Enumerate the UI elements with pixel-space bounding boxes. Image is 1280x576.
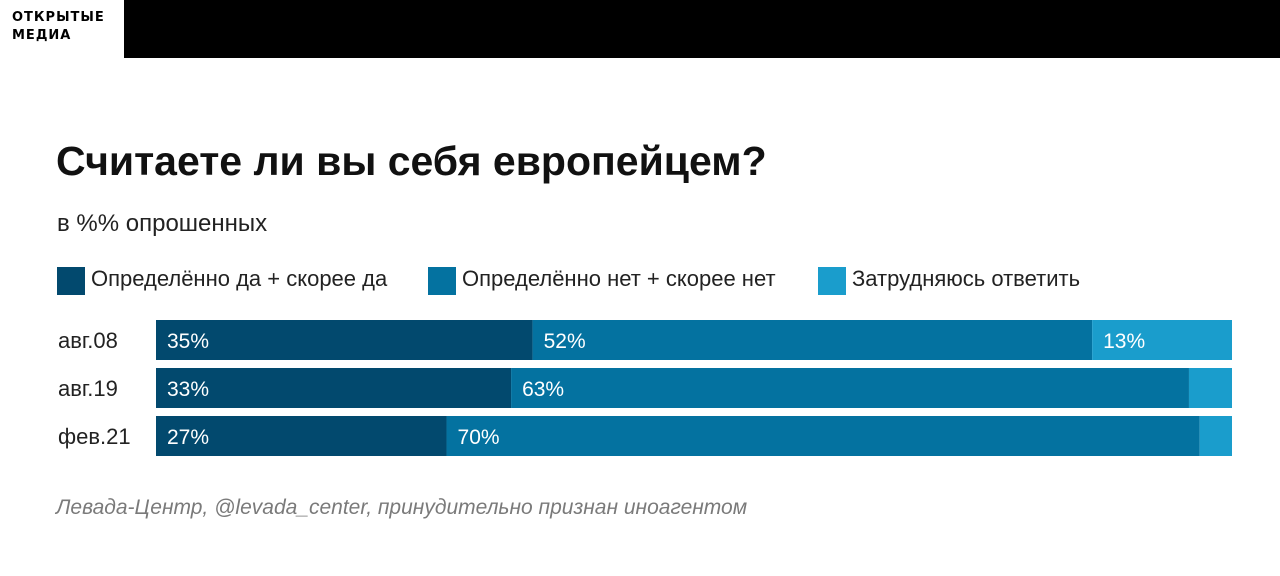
chart-legend: Определённо да + скорее да Определённо н… — [57, 265, 1257, 295]
chart-source: Левада-Центр, @levada_center, принудител… — [56, 496, 748, 519]
bar-segment — [1092, 320, 1232, 360]
data-label: 52% — [544, 330, 586, 353]
header-band — [124, 0, 1280, 58]
data-label: 35% — [167, 330, 209, 353]
legend-label-yes: Определённо да + скорее да — [91, 266, 388, 291]
bar-segment — [446, 416, 1200, 456]
legend-swatch-yes — [57, 267, 85, 295]
header-bar: ОТКРЫТЫЕ МЕДИА — [0, 0, 1280, 58]
logo[interactable]: ОТКРЫТЫЕ МЕДИА — [0, 0, 124, 58]
bar-segment — [532, 320, 1093, 360]
data-label: 63% — [522, 378, 564, 401]
chart-subtitle: в %% опрошенных — [57, 210, 268, 237]
bar-segment — [511, 368, 1189, 408]
legend-label-no: Определённо нет + скорее нет — [462, 266, 776, 291]
bar-segment — [1199, 416, 1232, 456]
bar-segment — [1188, 368, 1232, 408]
bar-segment — [156, 416, 447, 456]
logo-line-1: ОТКРЫТЫЕ — [12, 10, 105, 25]
stacked-bar-chart: авг.08 35% 52% 13% авг.19 33% 63% фев.21 27% 70% — [58, 320, 1232, 456]
category-label: авг.08 — [58, 328, 118, 353]
data-label: 27% — [167, 426, 209, 449]
category-label: авг.19 — [58, 376, 118, 401]
legend-label-undecided: Затрудняюсь ответить — [852, 266, 1081, 291]
data-label: 13% — [1103, 330, 1145, 353]
data-label: 33% — [167, 378, 209, 401]
legend-swatch-no — [428, 267, 456, 295]
bar-segment — [156, 368, 512, 408]
category-label: фев.21 — [58, 424, 131, 449]
chart-title: Считаете ли вы себя европейцем? — [56, 138, 767, 184]
bar-segment — [156, 320, 533, 360]
legend-swatch-undecided — [818, 267, 846, 295]
logo-line-2: МЕДИА — [12, 28, 72, 43]
data-label: 70% — [458, 426, 500, 449]
